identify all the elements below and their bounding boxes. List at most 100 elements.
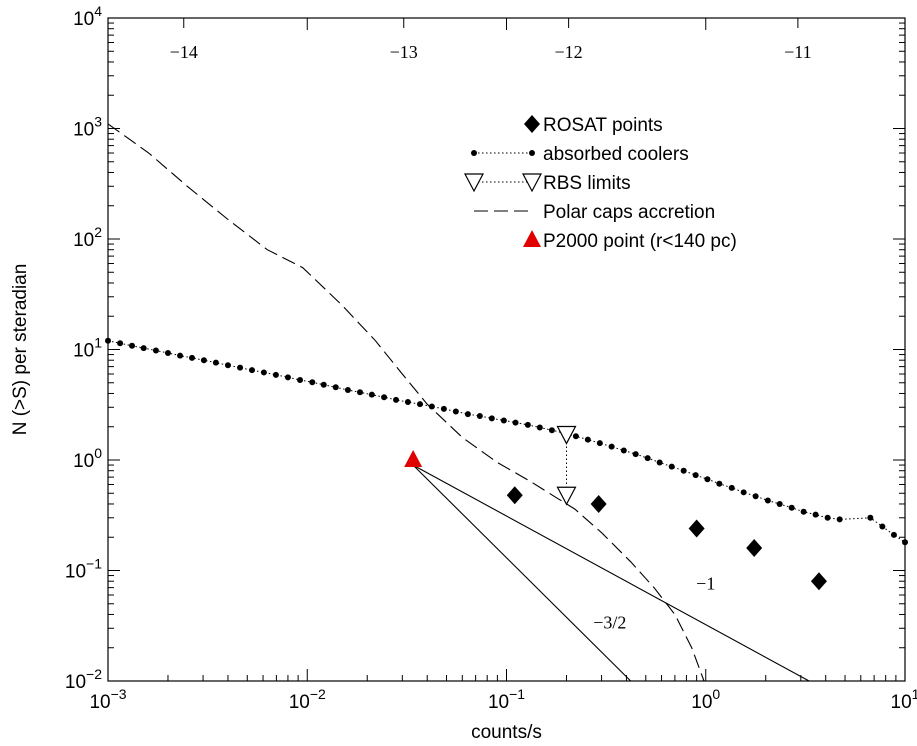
absorbed-coolers-point [902, 539, 908, 546]
absorbed-coolers-point [764, 497, 771, 504]
legend-diamond-symbol [524, 115, 540, 133]
absorbed-coolers-point [117, 340, 124, 347]
absorbed-coolers-point [464, 411, 471, 418]
legend-open-triangle-symbol [464, 173, 484, 193]
absorbed-coolers-point [416, 401, 423, 408]
absorbed-coolers-point [596, 440, 603, 447]
absorbed-coolers-point [788, 504, 795, 511]
absorbed-coolers-point [297, 376, 304, 383]
absorbed-coolers-point [224, 362, 231, 369]
rbs-limit-triangle [556, 425, 577, 445]
axes: 10−3 10−2 10−1 100 10110−210−110010110210310… [65, 3, 917, 713]
slope-label: −3/2 [593, 612, 626, 632]
absorbed-coolers-point [309, 379, 316, 386]
absorbed-coolers-point [428, 403, 435, 410]
x-tick-label: 10−1 [488, 686, 525, 713]
absorbed-coolers-point [237, 364, 244, 371]
absorbed-coolers-point [152, 347, 159, 354]
top-axis-label: −11 [784, 42, 811, 62]
legend-label: P2000 point (r<140 pc) [543, 231, 737, 252]
absorbed-coolers-point [890, 531, 897, 538]
absorbed-coolers-point [776, 500, 783, 507]
polar-caps-line [107, 123, 705, 682]
legend-label: Polar caps accretion [543, 202, 715, 223]
rosat-point [506, 486, 523, 505]
absorbed-coolers-point [440, 405, 447, 412]
legend-dot-symbol [529, 150, 535, 156]
absorbed-coolers-point [344, 387, 351, 394]
x-axis-label: counts/s [471, 722, 542, 743]
y-tick-label: 10−1 [65, 556, 102, 583]
absorbed-coolers-point [524, 421, 531, 428]
legend-dot-symbol [471, 150, 477, 156]
y-tick-label: 100 [73, 445, 102, 472]
legend-label: RBS limits [543, 173, 631, 194]
absorbed-coolers-point [692, 472, 699, 479]
rosat-point [810, 572, 827, 591]
absorbed-coolers-point [381, 394, 388, 401]
x-tick-label: 10−2 [289, 686, 326, 713]
absorbed-coolers-point [879, 523, 886, 530]
absorbed-coolers-point [584, 436, 591, 443]
absorbed-coolers-point [332, 384, 339, 391]
absorbed-coolers-point [200, 357, 207, 364]
y-tick-label: 104 [73, 3, 102, 30]
absorbed-coolers-point [357, 389, 364, 396]
absorbed-coolers-point [620, 447, 627, 454]
absorbed-coolers-point [680, 467, 687, 474]
absorbed-coolers-point [404, 398, 411, 405]
absorbed-coolers-point [248, 367, 255, 374]
absorbed-coolers-point [728, 484, 735, 491]
absorbed-coolers-point [260, 369, 267, 376]
y-tick-label: 103 [73, 114, 102, 141]
p2000-point [404, 450, 423, 467]
absorbed-coolers-point [284, 374, 291, 381]
absorbed-coolers-point [536, 424, 543, 431]
rbs-limit-triangle [556, 486, 577, 506]
absorbed-coolers-point [836, 516, 843, 523]
plot-border [107, 17, 906, 682]
absorbed-coolers-point [668, 463, 675, 470]
absorbed-coolers-point [476, 413, 483, 420]
absorbed-coolers-point [740, 489, 747, 496]
series-layer: −1 −3/2 [105, 123, 908, 682]
absorbed-coolers-point [272, 371, 279, 378]
plot-frame [107, 17, 906, 682]
rosat-point [746, 538, 763, 557]
legend: ROSAT points absorbed coolers RBS limits Po… [464, 115, 737, 252]
absorbed-coolers-point [608, 443, 615, 450]
x-tick-label: 100 [691, 686, 720, 713]
top-axis-label: −13 [390, 42, 418, 62]
absorbed-coolers-point [548, 427, 555, 434]
absorbed-coolers-point [140, 345, 147, 352]
y-tick-label: 102 [73, 224, 102, 251]
slope-line [412, 464, 810, 682]
absorbed-coolers-point [177, 352, 184, 359]
absorbed-coolers-point [500, 417, 507, 424]
top-axis-label: −12 [555, 42, 583, 62]
absorbed-coolers-point [572, 433, 579, 440]
x-tick-label: 10−3 [89, 686, 126, 713]
absorbed-coolers-point [129, 342, 136, 349]
slope-line [412, 464, 632, 682]
absorbed-coolers-point [393, 396, 400, 403]
legend-label: ROSAT points [543, 115, 663, 136]
absorbed-coolers-point [488, 415, 495, 422]
rosat-point [590, 494, 607, 513]
absorbed-coolers-point [812, 511, 819, 518]
y-tick-label: 101 [73, 335, 102, 362]
absorbed-coolers-point [824, 514, 831, 521]
absorbed-coolers-point [512, 419, 519, 426]
absorbed-coolers-point [867, 514, 874, 521]
legend-label: absorbed coolers [543, 144, 689, 165]
legend-open-triangle-symbol [522, 173, 542, 193]
absorbed-coolers-point [752, 493, 759, 500]
absorbed-coolers-point [105, 337, 111, 344]
absorbed-coolers-point [368, 391, 375, 398]
absorbed-coolers-point [656, 459, 663, 466]
absorbed-coolers-point [644, 455, 651, 462]
absorbed-coolers-point [164, 349, 171, 356]
x-tick-label: 101 [891, 686, 917, 713]
slope-label: −1 [696, 574, 715, 594]
